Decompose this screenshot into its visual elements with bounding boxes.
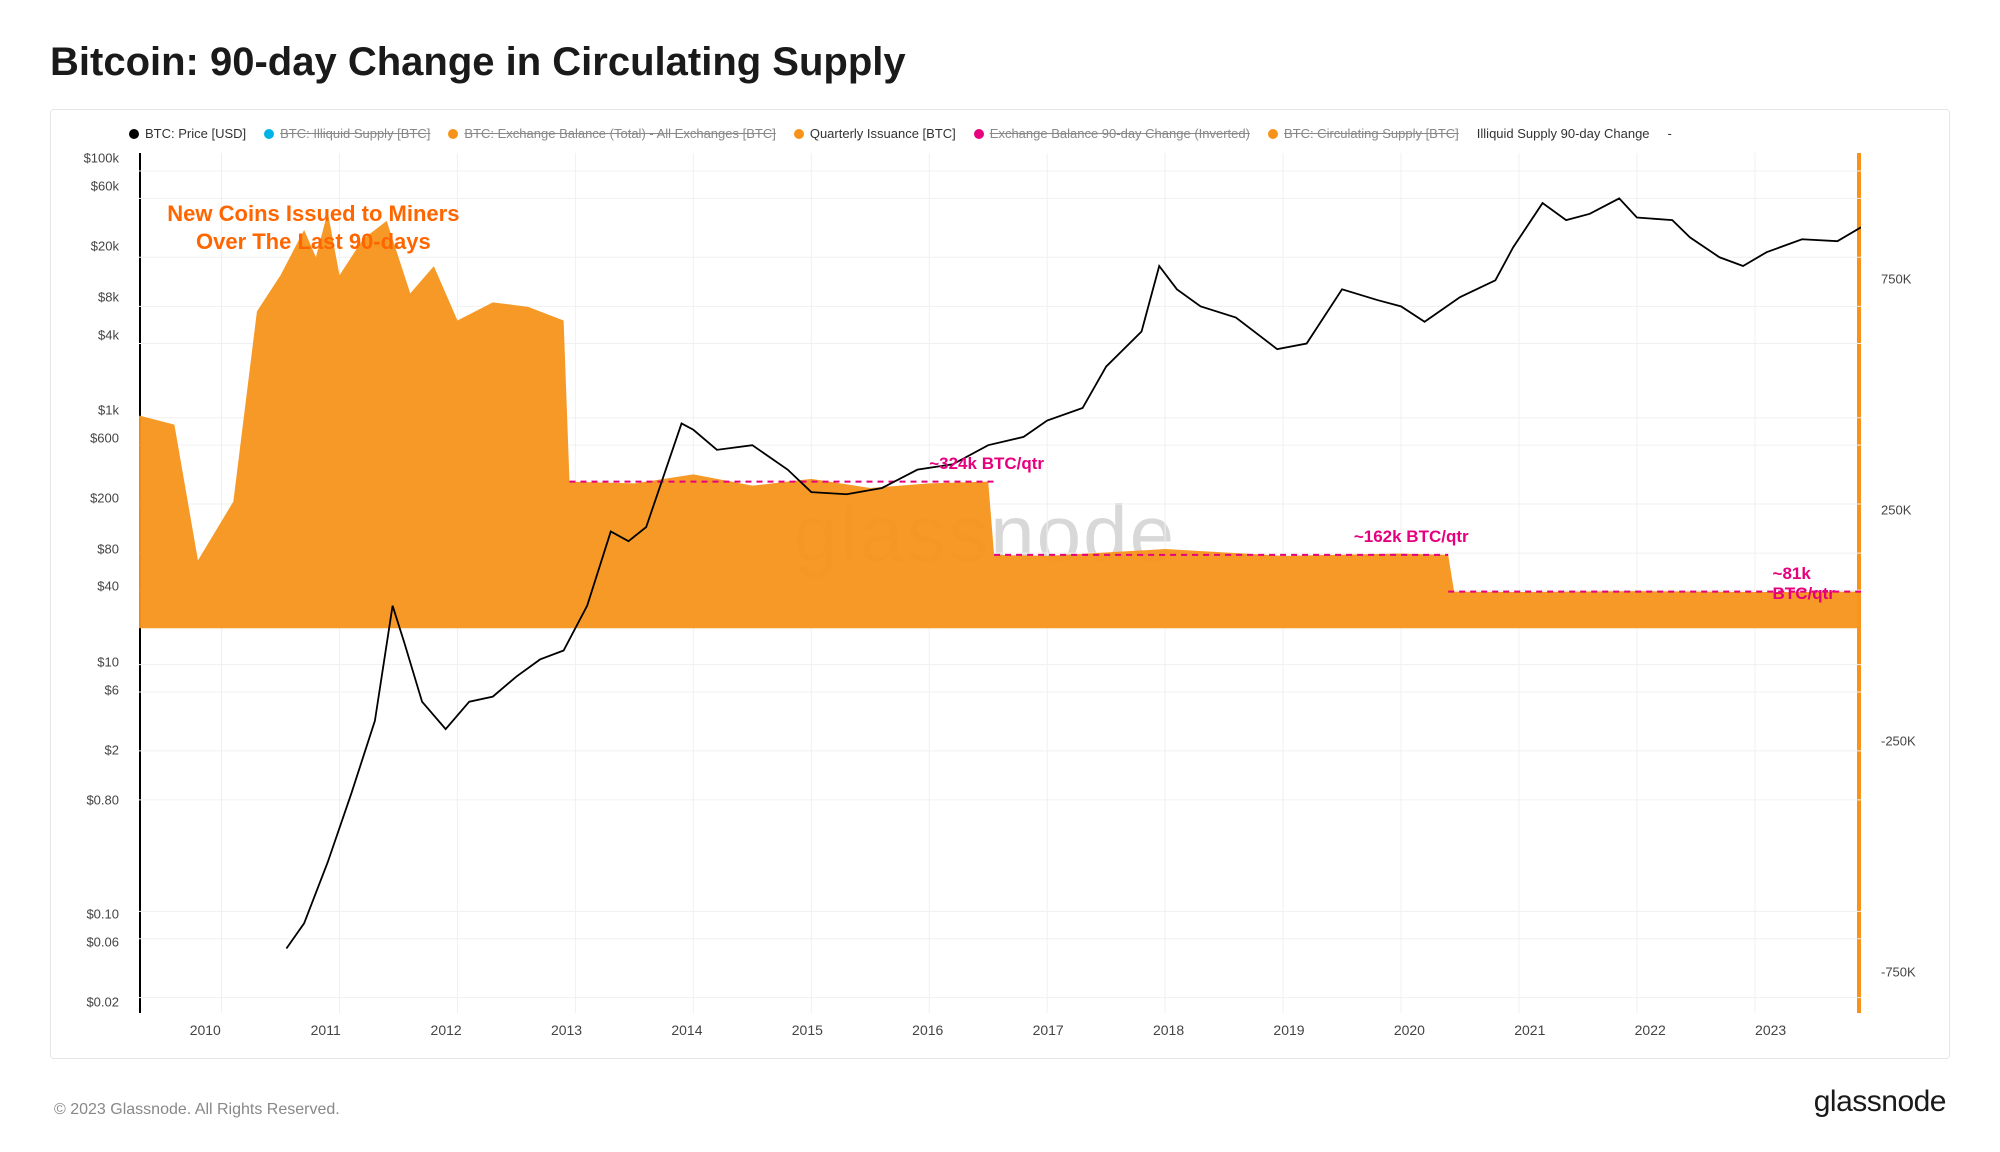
x-tick: 2012	[431, 1022, 462, 1038]
legend-item[interactable]: Illiquid Supply 90-day Change	[1477, 126, 1650, 141]
y-left-tick: $80	[51, 541, 119, 556]
y-axis-left: $100k $60k $20k $8k $4k $1k $600 $200 $80 $40 $10 $…	[51, 140, 119, 1018]
x-tick: 2019	[1273, 1022, 1304, 1038]
y-left-tick: $60k	[51, 179, 119, 194]
y-left-tick: $2	[51, 743, 119, 758]
footer: © 2023 Glassnode. All Rights Reserved. g…	[50, 1085, 1950, 1119]
legend-item[interactable]: Exchange Balance 90-day Change (Inverted…	[974, 126, 1250, 141]
brand-logo: glassnode	[1814, 1085, 1946, 1119]
legend-item[interactable]: -	[1668, 126, 1672, 141]
x-tick: 2022	[1635, 1022, 1666, 1038]
y-left-tick: $600	[51, 431, 119, 446]
legend-label: -	[1668, 126, 1672, 141]
legend-label: BTC: Circulating Supply [BTC]	[1284, 126, 1459, 141]
level-marker-label: ~162k BTC/qtr	[1354, 527, 1469, 547]
y-left-tick: $200	[51, 491, 119, 506]
annotation-line2: Over The Last 90-days	[167, 228, 459, 256]
x-tick: 2010	[190, 1022, 221, 1038]
y-left-tick: $1k	[51, 403, 119, 418]
legend-label: Quarterly Issuance [BTC]	[810, 126, 956, 141]
y-left-tick: $0.02	[51, 995, 119, 1010]
y-right-tick: 750K	[1881, 271, 1949, 286]
legend-swatch	[129, 129, 139, 139]
legend-item[interactable]: BTC: Exchange Balance (Total) - All Exch…	[448, 126, 775, 141]
y-left-tick: $8k	[51, 289, 119, 304]
legend-label: BTC: Illiquid Supply [BTC]	[280, 126, 430, 141]
legend-swatch	[264, 129, 274, 139]
legend: BTC: Price [USD] BTC: Illiquid Supply [BT…	[69, 122, 1931, 153]
x-tick: 2018	[1153, 1022, 1184, 1038]
x-tick: 2023	[1755, 1022, 1786, 1038]
legend-label: BTC: Exchange Balance (Total) - All Exch…	[464, 126, 775, 141]
legend-item[interactable]: Quarterly Issuance [BTC]	[794, 126, 956, 141]
y-right-tick: -250K	[1881, 733, 1949, 748]
y-left-tick: $0.10	[51, 907, 119, 922]
legend-item[interactable]: BTC: Illiquid Supply [BTC]	[264, 126, 430, 141]
level-marker-label: ~81k BTC/qtr	[1773, 564, 1861, 604]
y-left-tick: $6	[51, 683, 119, 698]
y-axis-right: 750K 250K -250K -750K	[1881, 140, 1949, 1018]
legend-label: Illiquid Supply 90-day Change	[1477, 126, 1650, 141]
chart-frame: BTC: Price [USD] BTC: Illiquid Supply [BT…	[50, 109, 1950, 1059]
x-tick: 2020	[1394, 1022, 1425, 1038]
level-marker-label: ~324k BTC/qtr	[929, 454, 1044, 474]
y-left-tick: $4k	[51, 327, 119, 342]
x-tick: 2015	[792, 1022, 823, 1038]
annotation-line1: New Coins Issued to Miners	[167, 200, 459, 228]
y-left-tick: $10	[51, 655, 119, 670]
issuance-annotation: New Coins Issued to Miners Over The Last…	[167, 200, 459, 255]
legend-label: BTC: Price [USD]	[145, 126, 246, 141]
y-left-tick: $20k	[51, 239, 119, 254]
legend-label: Exchange Balance 90-day Change (Inverted…	[990, 126, 1250, 141]
x-axis: 2010 2011 2012 2013 2014 2015 2016 2017 2018 2019…	[121, 1022, 1879, 1046]
legend-swatch	[448, 129, 458, 139]
x-tick: 2021	[1514, 1022, 1545, 1038]
x-tick: 2017	[1033, 1022, 1064, 1038]
x-tick: 2013	[551, 1022, 582, 1038]
y-left-tick: $0.80	[51, 793, 119, 808]
y-left-tick: $0.06	[51, 935, 119, 950]
chart-title: Bitcoin: 90-day Change in Circulating Su…	[50, 40, 1950, 85]
legend-swatch	[794, 129, 804, 139]
y-left-tick: $100k	[51, 151, 119, 166]
x-tick: 2016	[912, 1022, 943, 1038]
plot-area: glassnode New Coins Issued to Miners Ove…	[139, 153, 1861, 1013]
legend-item[interactable]: BTC: Price [USD]	[129, 126, 246, 141]
y-right-tick: 250K	[1881, 502, 1949, 517]
legend-swatch	[974, 129, 984, 139]
legend-item[interactable]: BTC: Circulating Supply [BTC]	[1268, 126, 1459, 141]
copyright: © 2023 Glassnode. All Rights Reserved.	[54, 1101, 340, 1119]
y-left-tick: $40	[51, 579, 119, 594]
y-right-tick: -750K	[1881, 964, 1949, 979]
x-tick: 2011	[311, 1022, 341, 1038]
legend-swatch	[1268, 129, 1278, 139]
x-tick: 2014	[671, 1022, 702, 1038]
plot-svg	[139, 153, 1861, 1013]
